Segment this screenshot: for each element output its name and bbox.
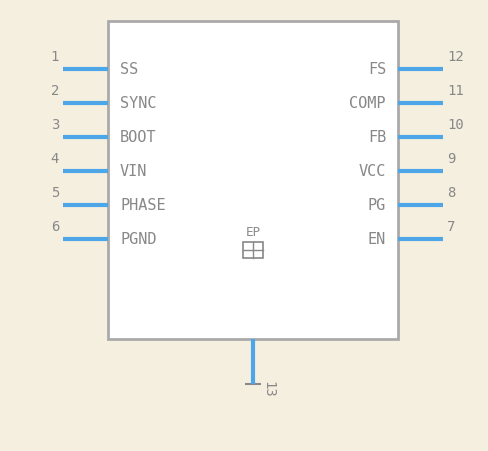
Text: 9: 9 [447,152,455,166]
Text: 2: 2 [51,84,59,98]
Text: VCC: VCC [359,164,386,179]
Text: PHASE: PHASE [120,198,165,213]
Text: FB: FB [368,130,386,145]
Text: 7: 7 [447,220,455,234]
Text: 3: 3 [51,118,59,132]
Text: 8: 8 [447,186,455,199]
Text: SYNC: SYNC [120,96,157,111]
Bar [108,22,398,339]
Bar [243,243,263,258]
Text: 11: 11 [447,84,464,98]
Text: 12: 12 [447,50,464,64]
Text: 4: 4 [51,152,59,166]
Text: FS: FS [368,62,386,77]
Text: EN: EN [368,232,386,247]
Text: 13: 13 [261,380,275,397]
Text: BOOT: BOOT [120,130,157,145]
Text: 5: 5 [51,186,59,199]
Text: PG: PG [368,198,386,213]
Text: PGND: PGND [120,232,157,247]
Text: SS: SS [120,62,138,77]
Text: VIN: VIN [120,164,147,179]
Text: COMP: COMP [349,96,386,111]
Text: 1: 1 [51,50,59,64]
Text: 6: 6 [51,220,59,234]
Text: EP: EP [245,226,261,239]
Text: 10: 10 [447,118,464,132]
